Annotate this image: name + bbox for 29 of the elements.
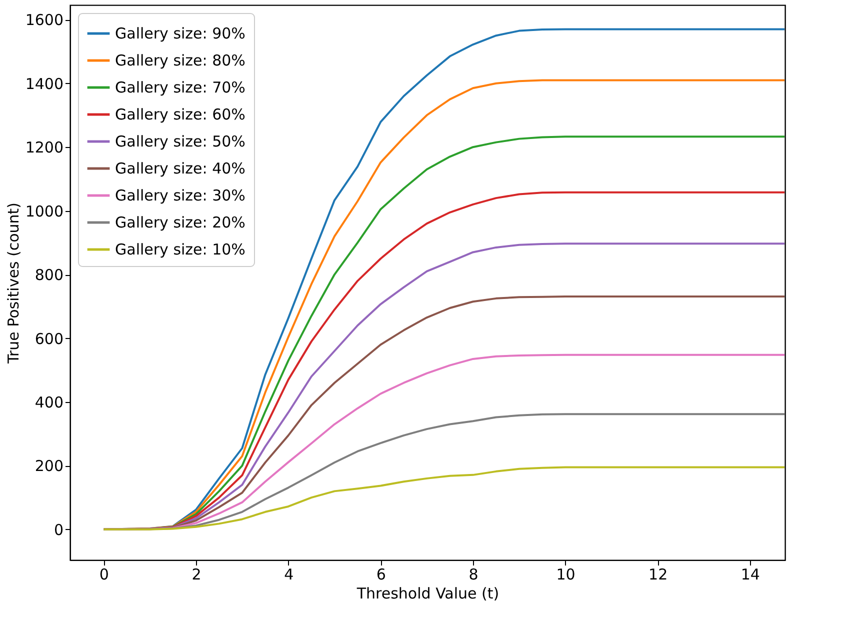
y-tick-label: 600 <box>34 330 64 348</box>
legend-label: Gallery size: 40% <box>115 160 246 178</box>
x-tick-label: 14 <box>740 566 760 584</box>
legend-label: Gallery size: 80% <box>115 52 246 70</box>
x-tick-label: 10 <box>556 566 576 584</box>
y-tick-label: 1600 <box>25 11 64 30</box>
legend-label: Gallery size: 90% <box>115 24 246 42</box>
y-tick-label: 1400 <box>25 74 64 93</box>
legend-label: Gallery size: 50% <box>115 132 246 150</box>
y-axis-title: True Positives (count) <box>4 202 22 365</box>
legend-label: Gallery size: 30% <box>115 186 246 204</box>
y-tick-label: 800 <box>34 266 64 284</box>
y-tick-label: 1000 <box>25 202 64 220</box>
x-tick-label: 4 <box>284 566 294 584</box>
line-series <box>102 466 786 530</box>
legend-label: Gallery size: 60% <box>115 106 246 124</box>
legend-label: Gallery size: 10% <box>115 240 246 258</box>
legend-label: Gallery size: 70% <box>115 78 246 96</box>
x-axis-title: Threshold Value (t) <box>356 584 500 602</box>
x-tick-label: 8 <box>468 566 478 584</box>
x-tick-label: 6 <box>376 566 386 584</box>
y-tick-label: 0 <box>54 520 64 539</box>
x-tick-label: 0 <box>99 566 109 584</box>
x-tick-label: 2 <box>192 566 202 584</box>
y-tick-label: 1200 <box>25 138 64 157</box>
y-tick-label: 200 <box>34 457 64 476</box>
x-tick-label: 12 <box>648 566 668 584</box>
y-tick-label: 400 <box>34 393 64 412</box>
legend-label: Gallery size: 20% <box>115 214 246 232</box>
